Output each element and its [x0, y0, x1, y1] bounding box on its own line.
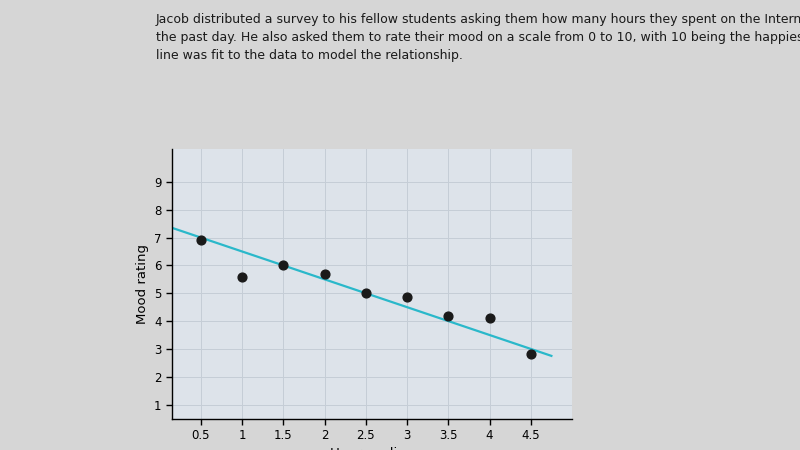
Point: [194, 237, 207, 244]
Point: [277, 262, 290, 269]
Point: [483, 315, 496, 322]
Text: Jacob distributed a survey to his fellow students asking them how many hours the: Jacob distributed a survey to his fellow…: [156, 14, 800, 63]
Point: [401, 294, 414, 301]
Point: [359, 290, 372, 297]
Point: [318, 270, 331, 277]
Point: [442, 312, 454, 319]
Point: [236, 273, 249, 280]
Y-axis label: Mood rating: Mood rating: [135, 243, 149, 324]
X-axis label: Hours online: Hours online: [330, 447, 414, 450]
Point: [524, 351, 537, 358]
